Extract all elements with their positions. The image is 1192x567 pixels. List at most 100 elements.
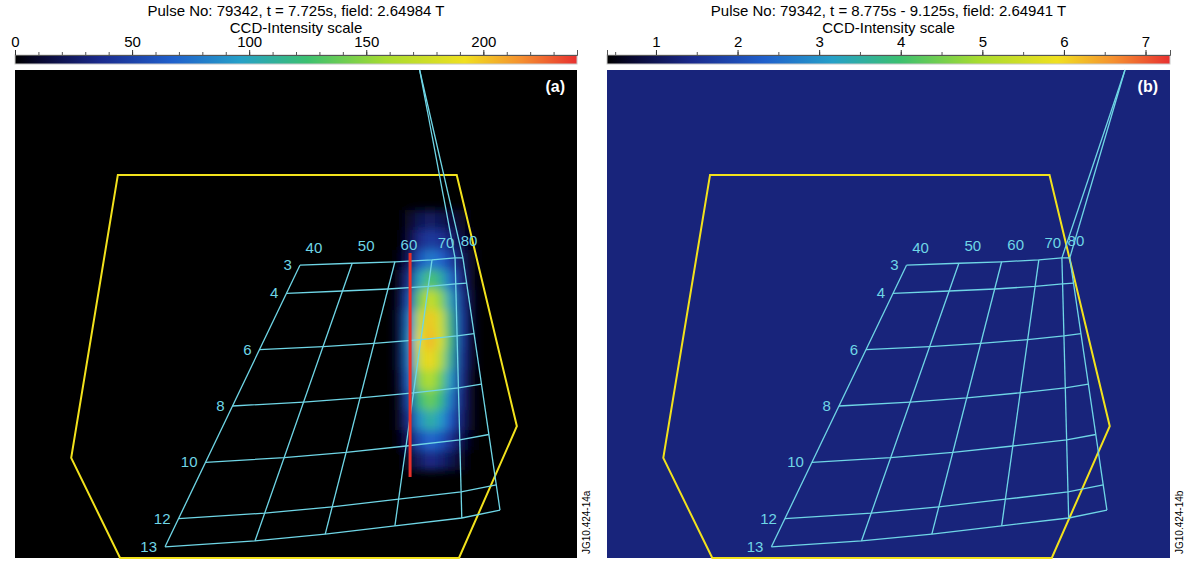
title: Pulse No: 79342, t = 7.725s, field: 2.64… [147, 2, 444, 19]
grid-column-line [1002, 260, 1039, 526]
colorbar-tick: 6 [1060, 33, 1068, 55]
grid-row-line [179, 485, 497, 519]
colorbar-tick-label: 3 [815, 33, 823, 50]
colorbar-tick-line [738, 50, 739, 55]
figure: Pulse No: 79342, t = 7.725s, field: 2.64… [0, 0, 1192, 567]
grid-row-label: 13 [747, 538, 764, 555]
grid-column-line [395, 260, 432, 526]
cell [435, 350, 446, 371]
minor-tick-line [226, 52, 227, 55]
cell [435, 330, 446, 351]
colorbar-tick: 150 [354, 33, 379, 55]
cell [425, 370, 436, 391]
minor-tick [697, 52, 698, 55]
colorbar-tick-line [132, 50, 133, 55]
cell [425, 430, 436, 451]
grid-row-label: 4 [270, 284, 278, 301]
cell [415, 210, 426, 231]
minor-tick [942, 52, 943, 55]
minor-tick [62, 52, 63, 55]
cell [395, 350, 406, 371]
grid-column-line [1062, 258, 1069, 518]
colorbar-tick: 1 [652, 33, 660, 55]
colorbar [607, 55, 1170, 64]
minor-tick [390, 52, 391, 55]
minor-tick-line [860, 52, 861, 55]
image-background [15, 70, 577, 558]
cell [445, 390, 456, 411]
cell [465, 390, 476, 411]
grid-column-label: 70 [1044, 234, 1061, 251]
grid-column-line [771, 265, 906, 547]
minor-tick-line [507, 52, 508, 55]
minor-tick-line [85, 52, 86, 55]
image-background [607, 70, 1170, 558]
grid-column-label: 50 [358, 237, 375, 254]
minor-tick-line [437, 52, 438, 55]
side-label: JG10.424-14a [581, 490, 592, 554]
cell [425, 210, 436, 231]
cell [415, 450, 426, 471]
minor-tick [319, 52, 320, 55]
minor-tick-line [554, 52, 555, 55]
minor-tick [460, 52, 461, 55]
colorbar-tick-label: 50 [124, 33, 141, 50]
colorbar-minor-ticks [16, 52, 578, 55]
colorbar-tick: 0 [11, 33, 19, 55]
plot-area [607, 70, 1170, 558]
grid-column-line [1070, 258, 1107, 510]
cell [445, 410, 456, 431]
cell [445, 310, 456, 331]
cell [395, 310, 406, 331]
cell [415, 410, 426, 431]
grid-column-line [861, 263, 958, 541]
grid-row-line [866, 334, 1081, 350]
colorbar-tick-label: 2 [734, 33, 742, 50]
grid-row-label: 6 [243, 341, 251, 358]
minor-tick [179, 52, 180, 55]
grid-row-line [893, 283, 1073, 293]
minor-tick [226, 52, 227, 55]
colorbar-tick: 4 [897, 33, 905, 55]
grid-row-line [232, 384, 481, 406]
sight-line [420, 70, 463, 258]
minor-tick [437, 52, 438, 55]
grid-row-label: 8 [216, 397, 224, 414]
cell [435, 370, 446, 391]
grid-row-line [785, 485, 1103, 519]
colorbar-minor-ticks [616, 52, 1146, 55]
minor-tick [413, 52, 414, 55]
grid-row-line [259, 334, 474, 350]
colorbar-tick-label: 4 [897, 33, 905, 50]
grid-row-line [907, 258, 1070, 265]
colorbar-tick-line [1064, 50, 1065, 55]
cell [435, 310, 446, 331]
cell [445, 330, 456, 351]
grid-row-label: 3 [890, 256, 898, 273]
panel-label: (a) [545, 78, 565, 95]
minor-tick [1023, 52, 1024, 55]
cell [415, 430, 426, 451]
grid-column-label: 80 [461, 232, 478, 249]
minor-tick-line [530, 52, 531, 55]
cell [455, 270, 466, 291]
cell [425, 410, 436, 431]
minor-tick [273, 52, 274, 55]
grid-row-label: 10 [787, 453, 804, 470]
cell [435, 450, 446, 471]
cell [435, 390, 446, 411]
minor-tick [507, 52, 508, 55]
colorbar-tick-label: 150 [354, 33, 379, 50]
plot-area [15, 70, 577, 558]
minor-tick-line [296, 52, 297, 55]
minor-tick [156, 52, 157, 55]
colorbar-tick: 2 [734, 33, 742, 55]
cell [465, 430, 476, 451]
cell [425, 350, 436, 371]
grid-row-line [300, 258, 463, 265]
grid-row-label: 6 [850, 341, 858, 358]
colorbar-tick: 50 [124, 33, 141, 55]
colorbar [15, 55, 577, 64]
grid-row-label: 4 [877, 284, 885, 301]
minor-tick-line [390, 52, 391, 55]
